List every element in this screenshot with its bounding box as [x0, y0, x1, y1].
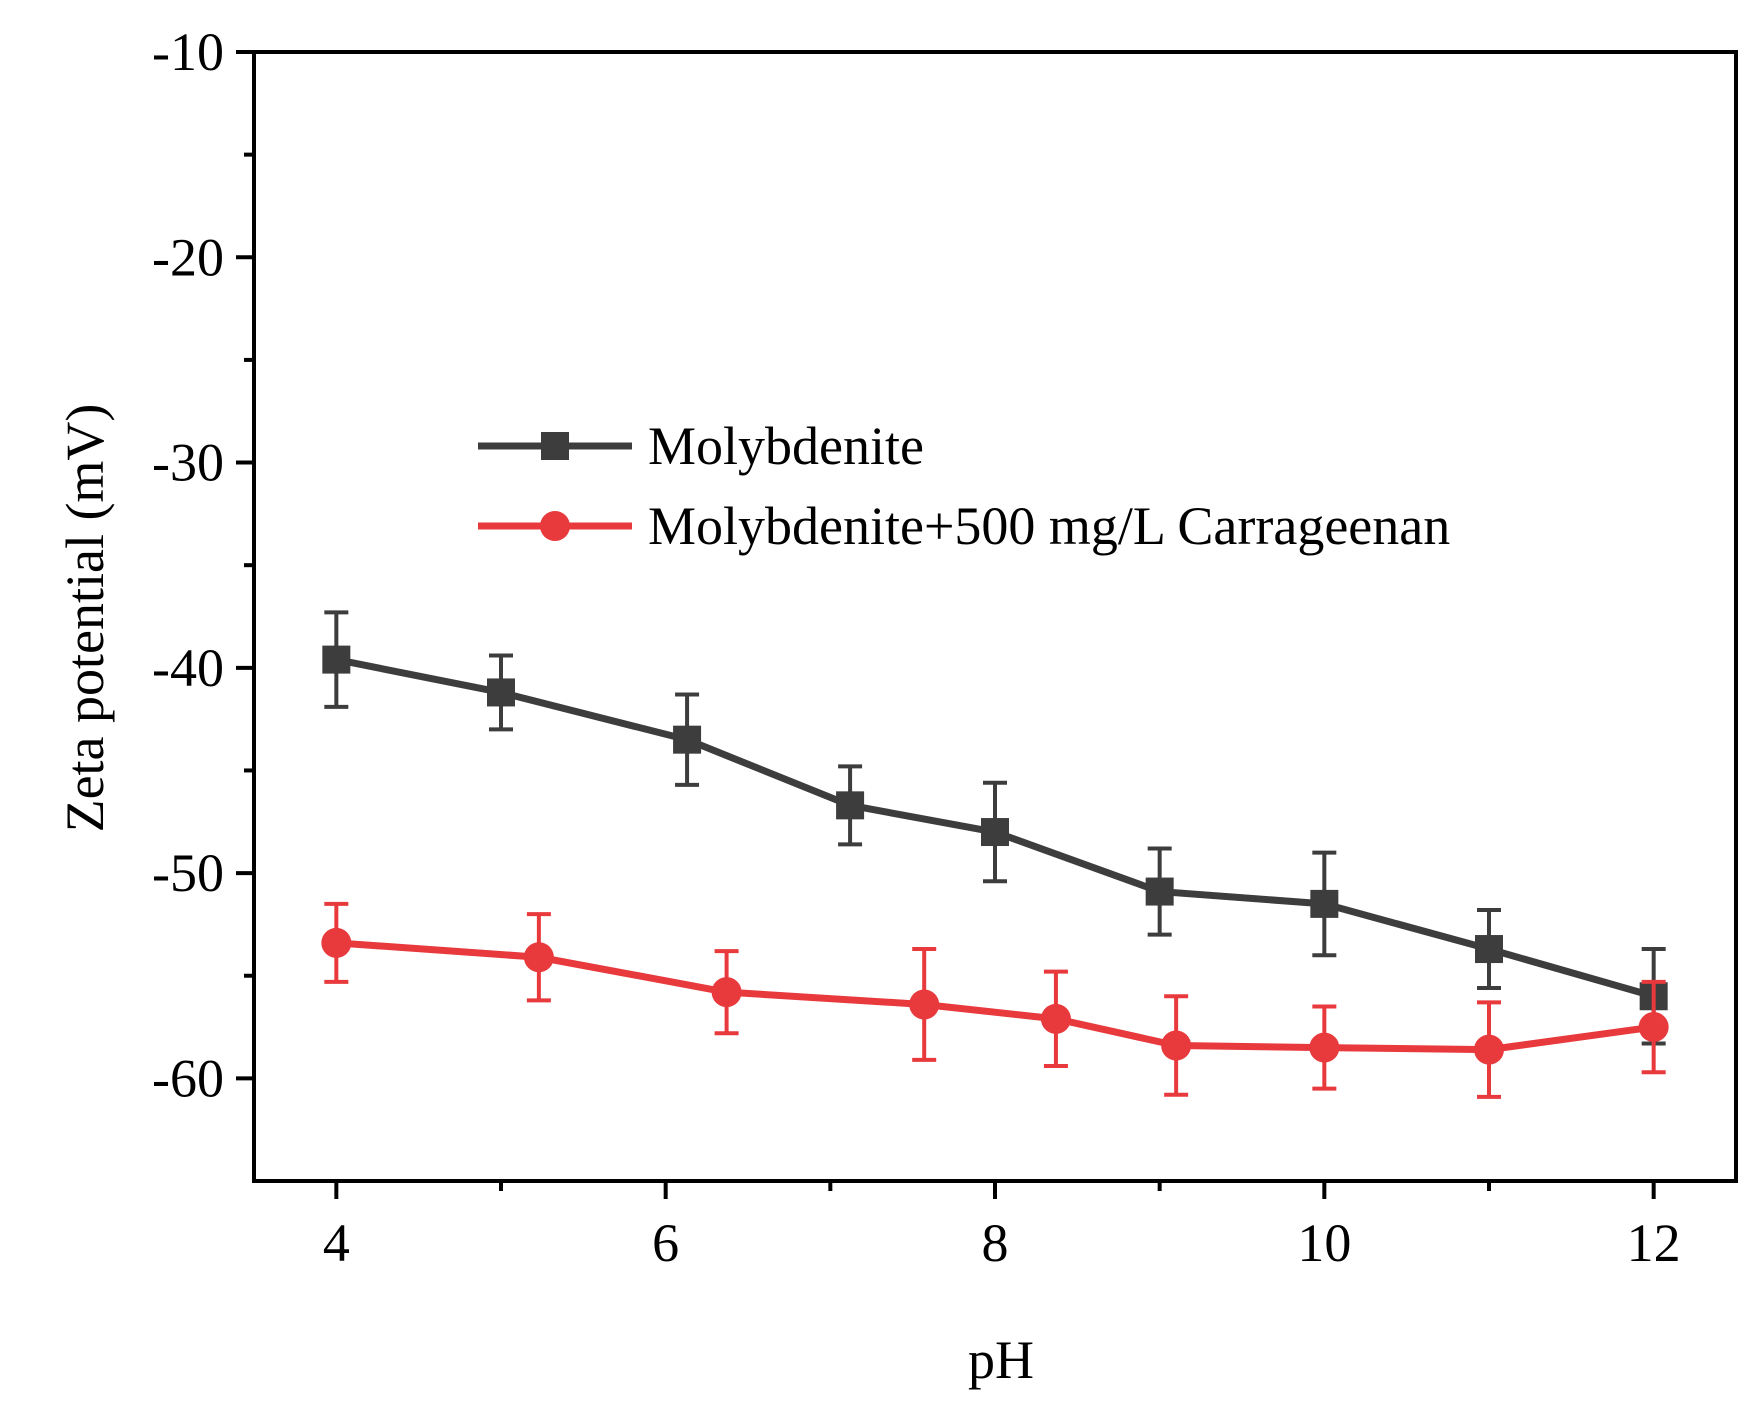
y-tick-label: -20 [152, 227, 224, 287]
series-1 [322, 610, 1668, 1046]
legend-marker-square [541, 432, 569, 460]
legend-label: Molybdenite+500 mg/L Carrageenan [648, 496, 1450, 556]
data-point-circle [1161, 1030, 1192, 1061]
x-tick-label: 12 [1627, 1213, 1681, 1273]
data-point-square [981, 818, 1009, 847]
legend-entry-2: Molybdenite+500 mg/L Carrageenan [478, 496, 1450, 556]
data-point-circle [909, 989, 940, 1020]
x-axis-title: pH [968, 1330, 1034, 1390]
data-point-circle [1474, 1034, 1504, 1065]
data-point-square [836, 791, 865, 820]
y-tick-label: -30 [152, 433, 224, 493]
x-tick-label: 4 [323, 1213, 350, 1273]
series-2 [321, 901, 1669, 1099]
data-point-square [673, 725, 702, 754]
x-tick-label: 10 [1297, 1213, 1351, 1273]
y-tick-label: -40 [152, 638, 224, 698]
data-point-square [487, 678, 515, 707]
data-point-circle [321, 927, 352, 958]
y-tick-label: -60 [152, 1048, 224, 1108]
data-point-square [1475, 935, 1503, 964]
data-point-square [322, 645, 351, 674]
x-tick-label: 8 [982, 1213, 1009, 1273]
y-tick-label: -10 [152, 22, 224, 82]
data-point-circle [1040, 1003, 1071, 1034]
y-tick-label: -50 [152, 843, 224, 903]
data-point-circle [1309, 1032, 1340, 1063]
legend-label: Molybdenite [648, 416, 924, 476]
y-axis-title: Zeta potential (mV) [55, 404, 115, 833]
x-tick-label: 6 [652, 1213, 679, 1273]
legend-entry-1: Molybdenite [478, 416, 924, 476]
data-point-circle [1638, 1012, 1669, 1043]
data-point-square [1310, 889, 1339, 918]
data-point-circle [711, 977, 742, 1008]
legend-marker-circle [540, 511, 570, 541]
data-point-circle [523, 942, 554, 973]
data-point-square [1145, 877, 1174, 906]
